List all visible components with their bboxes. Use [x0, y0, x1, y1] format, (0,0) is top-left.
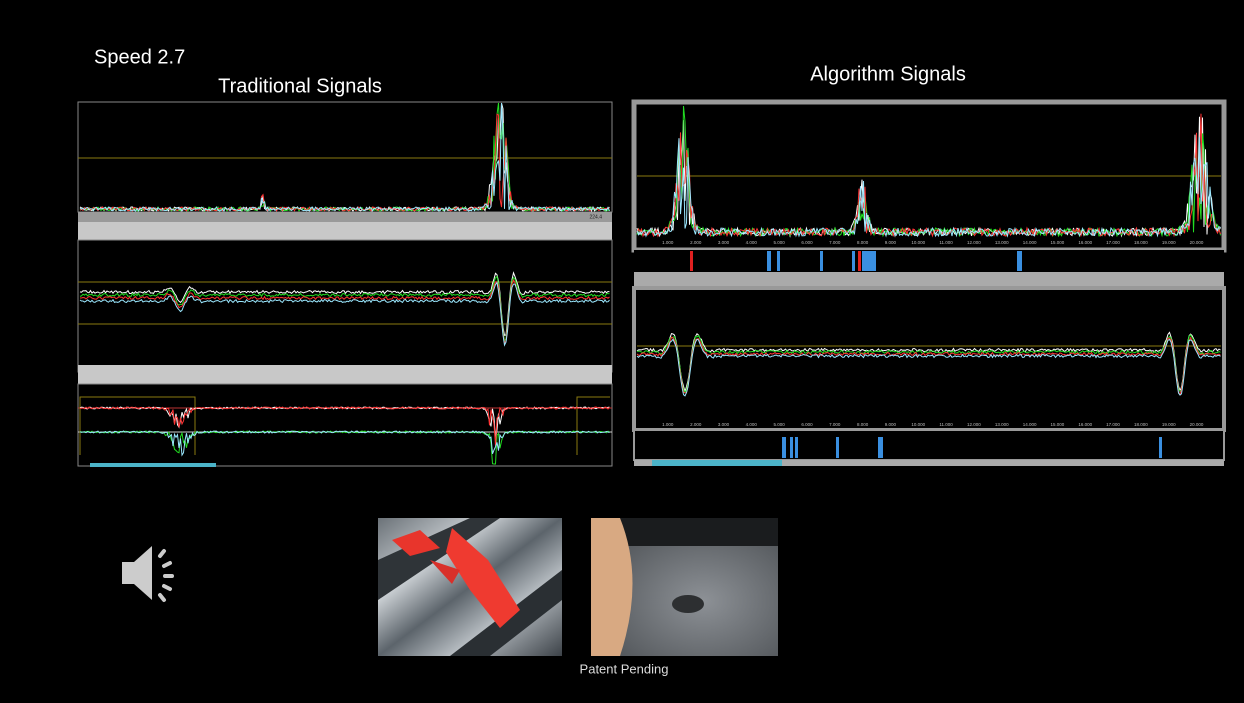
- marker-strip: [634, 430, 1224, 460]
- event-marker: [690, 251, 693, 271]
- panel-tab: [90, 463, 216, 467]
- section-title: Traditional Signals: [218, 75, 382, 97]
- event-marker: [858, 251, 861, 271]
- event-marker: [777, 251, 780, 271]
- axis-tick-label: 12.000: [967, 422, 981, 427]
- event-marker: [782, 437, 786, 458]
- signal-panel: [78, 102, 612, 212]
- axis-tick-label: 20.000: [1190, 422, 1204, 427]
- panel-toolbar: [78, 365, 612, 384]
- axis-tick-label: 13.000: [995, 422, 1009, 427]
- axis-tick-label: 20.000: [1190, 240, 1204, 245]
- axis-tick-label: 2.000: [690, 240, 702, 245]
- axis-tick-label: 18.000: [1134, 240, 1148, 245]
- axis-tick-label: 3.000: [718, 240, 730, 245]
- axis-tick-label: 15.000: [1051, 240, 1065, 245]
- axis-tick-label: 13.000: [995, 240, 1009, 245]
- speed-label: Speed 2.7: [94, 46, 185, 68]
- axis-tick-label: 7.000: [829, 240, 841, 245]
- signal-panel: [78, 384, 612, 466]
- axis-tick-label: 3.000: [718, 422, 730, 427]
- axis-tick-label: 5.000: [773, 240, 785, 245]
- axis-tick-label: 1.000: [662, 240, 674, 245]
- signal-panel: [78, 240, 612, 372]
- event-marker: [790, 437, 793, 458]
- axis-tick-label: 18.000: [1134, 422, 1148, 427]
- photo: [378, 518, 562, 656]
- axis-tick-label: 9.000: [885, 240, 897, 245]
- axis-tick-label: 8.000: [857, 422, 869, 427]
- panel-toolbar: [634, 272, 1224, 288]
- axis-tick-label: 2.000: [690, 422, 702, 427]
- event-marker: [795, 437, 798, 458]
- panel-tab: [652, 460, 782, 466]
- axis-tick-label: 14.000: [1023, 422, 1037, 427]
- axis-tick-label: 4.000: [746, 240, 758, 245]
- axis-tick-label: 14.000: [1023, 240, 1037, 245]
- axis-tick-label: 6.000: [801, 240, 813, 245]
- event-marker: [820, 251, 823, 271]
- axis-tick-label: 12.000: [967, 240, 981, 245]
- event-marker: [852, 251, 855, 271]
- axis-tick-label: 10.000: [911, 422, 925, 427]
- axis-tick-label: 10.000: [911, 240, 925, 245]
- event-marker: [862, 251, 876, 271]
- axis-tick-label: 4.000: [746, 422, 758, 427]
- panel-scrollbar: [78, 212, 612, 222]
- axis-tick-label: 16.000: [1078, 422, 1092, 427]
- axis-tick-label: 1.000: [662, 422, 674, 427]
- axis-tick-label: 19.000: [1162, 240, 1176, 245]
- axis-tick-label: 7.000: [829, 422, 841, 427]
- axis-tick-label: 19.000: [1162, 422, 1176, 427]
- slide: Speed 2.7 Traditional Signals Algorithm …: [0, 0, 1244, 698]
- event-marker: [836, 437, 839, 458]
- section-title: Algorithm Signals: [810, 63, 966, 85]
- event-marker: [767, 251, 771, 271]
- axis-tick-label: 6.000: [801, 422, 813, 427]
- marker-strip: [634, 250, 1224, 272]
- axis-tick-label: 11.000: [939, 240, 953, 245]
- axis-tick-label: 9.000: [885, 422, 897, 427]
- axis-tick-label: 11.000: [939, 422, 953, 427]
- axis-tick-label: 5.000: [773, 422, 785, 427]
- axis-tick-label: 17.000: [1106, 422, 1120, 427]
- event-marker: [878, 437, 883, 458]
- event-marker: [1017, 251, 1022, 271]
- page: Speed 2.7 Traditional Signals Algorithm …: [0, 0, 1244, 698]
- signal-panel: [634, 288, 1224, 430]
- scale-label: 224.4: [589, 214, 602, 220]
- photo: [591, 518, 778, 656]
- axis-tick-label: 17.000: [1106, 240, 1120, 245]
- axis-tick-label: 16.000: [1078, 240, 1092, 245]
- axis-tick-label: 15.000: [1051, 422, 1065, 427]
- event-marker: [1159, 437, 1162, 458]
- axis-tick-label: 8.000: [857, 240, 869, 245]
- footer-note: Patent Pending: [580, 661, 669, 676]
